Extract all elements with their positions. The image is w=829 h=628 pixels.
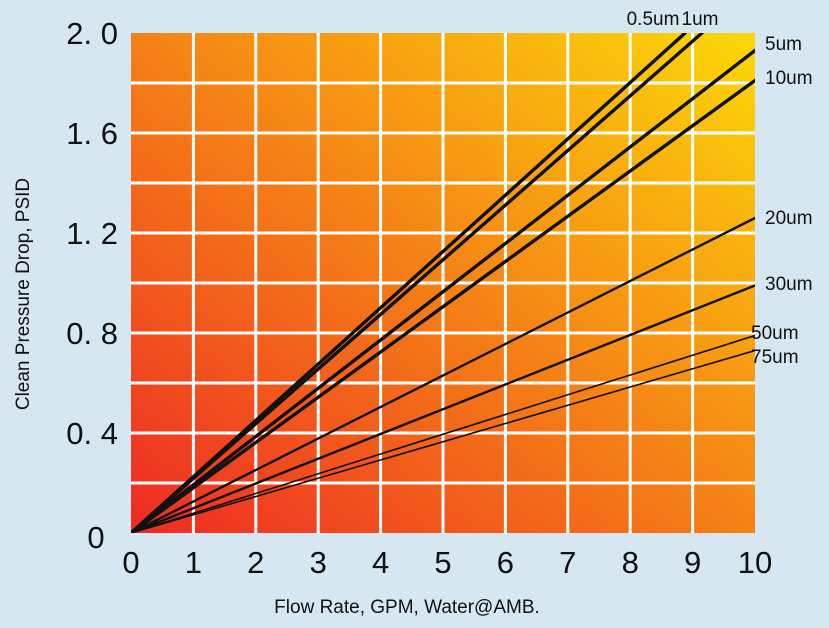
series-line-5um [131, 48, 755, 533]
series-line-50um [131, 334, 755, 533]
x-tick-label: 1 [185, 545, 202, 580]
series-line-75um [131, 349, 755, 533]
x-axis-title: Flow Rate, GPM, Water@AMB. [274, 597, 540, 618]
x-tick-label: 0 [122, 545, 139, 580]
x-tick-label: 3 [310, 545, 327, 580]
series-line-0-5um [131, 33, 687, 533]
series-line-10um [131, 78, 755, 533]
series-label-30um: 30um [765, 274, 813, 295]
series-label-0-5um: 0.5um [627, 9, 680, 30]
x-axis-ticks: 0 1 2 3 4 5 6 7 8 9 10 [122, 545, 772, 580]
x-tick-label: 7 [559, 545, 576, 580]
series-label-10um: 10um [765, 68, 813, 89]
series-label-75um: 75um [751, 347, 799, 368]
y-tick-label: 2. 0 [66, 16, 118, 51]
x-tick-label: 2 [247, 545, 264, 580]
x-tick-label: 6 [497, 545, 514, 580]
series-labels: 0.5um 1um 5um 10um 20um 30um 50um 75um [627, 9, 813, 368]
series-line-1um [131, 33, 704, 533]
y-tick-label: 1. 6 [66, 116, 118, 151]
y-tick-label: 1. 2 [66, 216, 118, 251]
y-axis-title: Clean Pressure Drop, PSID [13, 178, 34, 410]
y-tick-label: 0 [87, 520, 104, 555]
x-tick-label: 5 [434, 545, 451, 580]
series-label-50um: 50um [751, 323, 799, 344]
series-lines [131, 33, 755, 533]
x-tick-label: 8 [622, 545, 639, 580]
y-tick-label: 0. 4 [66, 416, 118, 451]
series-line-30um [131, 284, 755, 533]
y-axis-ticks: 0 0. 4 0. 8 1. 2 1. 6 2. 0 [66, 16, 118, 555]
y-tick-label: 0. 8 [66, 316, 118, 351]
series-line-20um [131, 216, 755, 533]
series-label-5um: 5um [765, 34, 802, 55]
series-label-1um: 1um [682, 9, 719, 30]
series-label-20um: 20um [765, 208, 813, 229]
x-tick-label: 10 [738, 545, 772, 580]
x-tick-label: 9 [684, 545, 701, 580]
x-tick-label: 4 [372, 545, 389, 580]
